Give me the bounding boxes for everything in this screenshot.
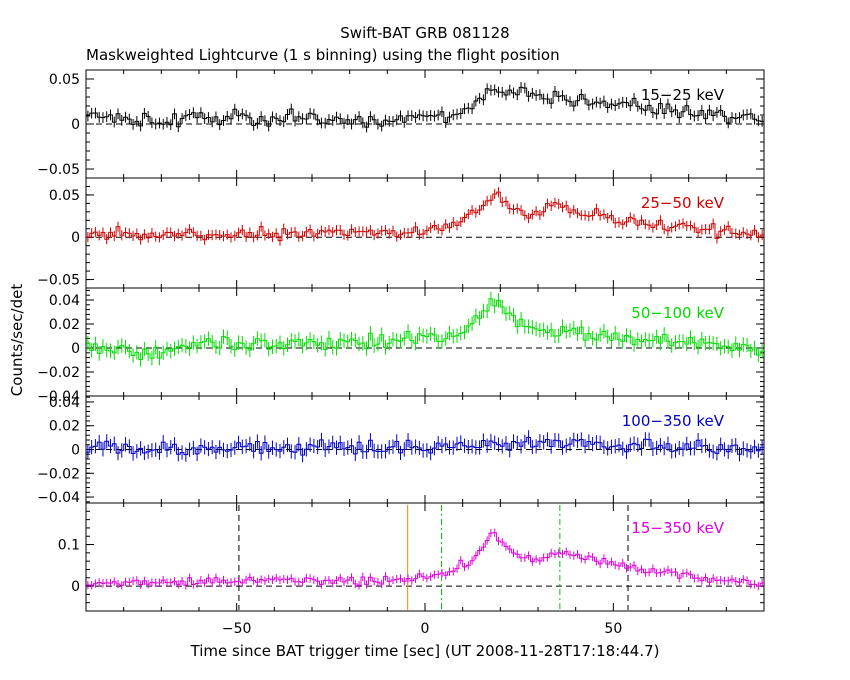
chart-subtitle: Maskweighted Lightcurve (1 s binning) us… (86, 46, 560, 64)
y-tick-label: −0.05 (37, 162, 80, 178)
y-tick-label: 0 (71, 579, 80, 595)
x-tick-label: −50 (222, 621, 252, 637)
band-label: 15−350 keV (631, 519, 724, 537)
panel-25-50-kev: −0.05 0 0.05 25−50 keV (37, 177, 765, 289)
lightcurve-series (86, 532, 764, 587)
y-tick-label: 0 (71, 443, 80, 459)
y-tick-label: −0.02 (37, 365, 80, 381)
lightcurve-series (86, 191, 764, 242)
panel-15-350-kev: 0 0.1 15−350 keV (58, 502, 765, 612)
band-label: 100−350 keV (622, 412, 725, 430)
y-tick-label: 0.02 (49, 419, 80, 435)
y-tick-label: −0.05 (37, 273, 80, 289)
panel-100-350-kev: −0.04 −0.02 0 0.02 0.04 100−350 keV (37, 395, 765, 506)
y-tick-label: 0.04 (49, 293, 80, 309)
y-tick-label: 0.05 (49, 188, 80, 204)
band-label: 25−50 keV (641, 194, 725, 212)
y-tick-label: 0 (71, 117, 80, 133)
y-tick-label: 0.05 (49, 72, 80, 88)
y-tick-label: 0.02 (49, 317, 80, 333)
band-label: 15−25 keV (641, 86, 725, 104)
x-tick-label: 0 (421, 621, 430, 637)
y-tick-label: 0.1 (58, 538, 80, 554)
y-tick-label: −0.04 (37, 490, 80, 506)
y-tick-label: 0.04 (49, 395, 80, 411)
x-tick-label: 50 (604, 621, 622, 637)
chart-title: Swift-BAT GRB 081128 (340, 24, 509, 42)
panel-15-25-kev: −0.05 0 0.05 15−25 keV (37, 69, 765, 179)
lightcurve-series (86, 86, 764, 128)
y-tick-label: 0 (71, 230, 80, 246)
y-tick-label: −0.02 (37, 466, 80, 482)
band-label: 50−100 keV (631, 304, 724, 322)
y-tick-label: −0.04 (37, 389, 80, 405)
x-axis-label: Time since BAT trigger time [sec] (UT 20… (190, 642, 660, 660)
lightcurve-series (86, 436, 764, 456)
lightcurve-series (86, 298, 764, 361)
y-axis-label: Counts/sec/det (8, 284, 26, 397)
y-tick-label: 0 (71, 341, 80, 357)
panel-50-100-kev: −0.04 −0.02 0 0.02 0.04 50−100 keV (37, 287, 765, 405)
